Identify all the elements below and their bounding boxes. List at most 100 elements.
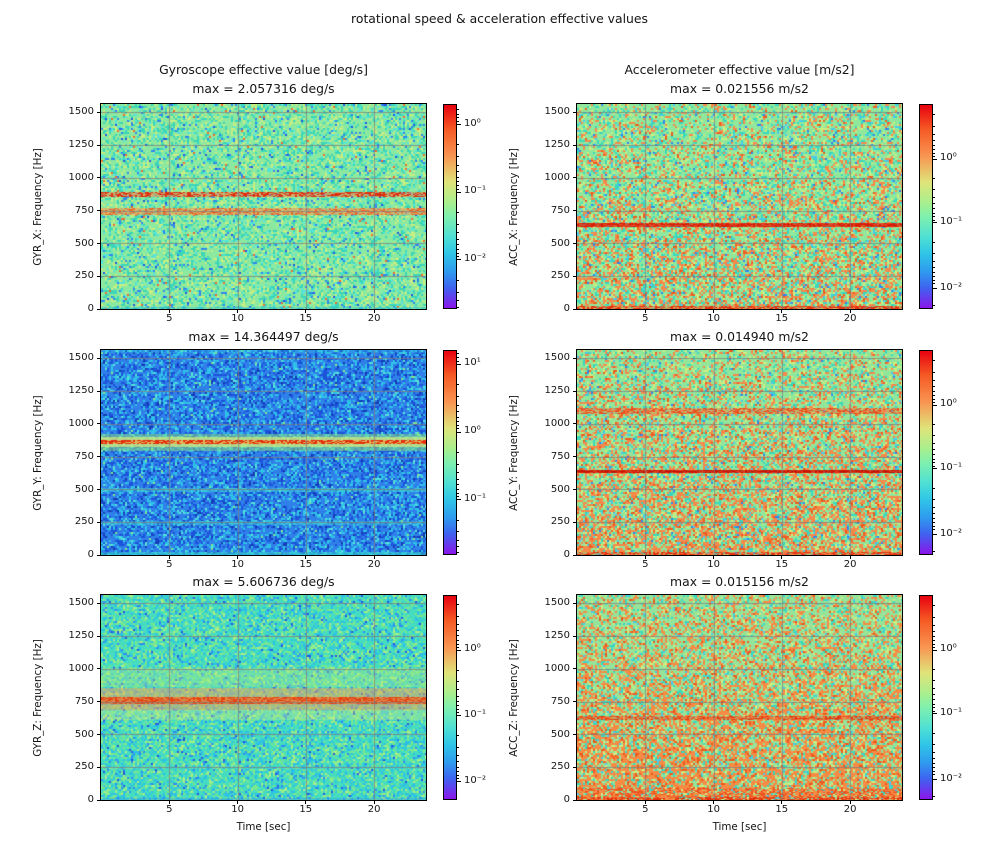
- colorbar-tick-label: 10⁰: [940, 152, 957, 164]
- x-tick-mark: [373, 309, 375, 313]
- colorbar-minor-tick: [457, 681, 459, 683]
- colorbar-minor-tick: [457, 643, 459, 645]
- colorbar-minor-tick: [457, 709, 459, 711]
- colorbar-minor-tick: [933, 743, 935, 745]
- y-tick-mark: [573, 144, 577, 146]
- subplot-gyr-x: Gyroscope effective value [deg/s] max = …: [32, 62, 486, 324]
- y-tick-label: 250: [74, 516, 94, 528]
- colorbar-minor-tick: [457, 646, 459, 648]
- colorbar-minor-tick: [933, 688, 935, 690]
- x-tick-mark: [644, 309, 646, 313]
- colorbar-minor-tick: [457, 428, 459, 430]
- colorbar-tick-label: 10⁰: [464, 643, 481, 655]
- colorbar-major-tick: [933, 534, 937, 535]
- colorbar-minor-tick: [457, 188, 459, 190]
- colorbar-minor-tick: [933, 774, 935, 775]
- x-tick-mark: [713, 555, 715, 559]
- spectrogram-image: [576, 349, 903, 556]
- x-tick-mark: [644, 800, 646, 804]
- colorbar-minor-tick: [457, 635, 459, 637]
- y-tick-mark: [573, 177, 577, 179]
- x-tick-label: 15: [299, 804, 313, 815]
- colorbar-minor-tick: [933, 529, 935, 530]
- y-tick-mark: [573, 308, 577, 310]
- subplot-max-label: max = 5.606736 deg/s: [192, 574, 335, 589]
- colorbar-minor-tick: [457, 424, 459, 426]
- colorbar-minor-tick: [933, 155, 935, 157]
- y-tick-label: 250: [550, 761, 570, 773]
- colorbar-minor-tick: [457, 279, 459, 281]
- spectrogram-image: [100, 349, 427, 556]
- figure-title: rotational speed & acceleration effectiv…: [351, 11, 648, 26]
- y-tick-label: 1500: [68, 597, 94, 609]
- colorbar-minor-tick: [933, 498, 935, 500]
- colorbar-minor-tick: [457, 623, 459, 625]
- colorbar-minor-tick: [933, 279, 935, 281]
- spectrogram-image: [576, 594, 903, 801]
- subplot-max-label: max = 0.021556 m/s2: [670, 81, 809, 96]
- colorbar-minor-tick: [457, 171, 459, 173]
- colorbar-minor-tick: [457, 396, 459, 398]
- colorbar-gradient: [919, 104, 933, 309]
- y-tick-label: 250: [74, 761, 94, 773]
- colorbar-minor-tick: [457, 766, 459, 768]
- x-tick-mark: [781, 800, 783, 804]
- colorbar-tick-label: 10⁰: [940, 643, 957, 655]
- colorbar-tick-label: 10⁻¹: [464, 492, 487, 504]
- colorbar-minor-tick: [457, 384, 459, 386]
- colorbar-major-tick: [457, 124, 461, 125]
- colorbar-minor-tick: [457, 695, 459, 697]
- y-tick-mark: [573, 357, 577, 359]
- x-tick-label: 10: [231, 313, 244, 324]
- y-tick-label: 1250: [544, 630, 570, 642]
- colorbar-tick-label: 10⁻¹: [940, 215, 963, 227]
- colorbar-tick-label: 10¹: [464, 357, 481, 369]
- colorbar-minor-tick: [933, 371, 935, 373]
- colorbar-minor-tick: [457, 451, 459, 453]
- colorbar-minor-tick: [933, 212, 935, 214]
- x-tick-mark: [305, 555, 307, 559]
- y-tick-label: 1000: [68, 662, 94, 674]
- y-tick-label: 1500: [68, 106, 94, 118]
- y-tick-mark: [97, 489, 101, 490]
- colorbar-major-tick: [933, 649, 937, 651]
- y-tick-mark: [573, 243, 577, 244]
- y-tick-mark: [573, 423, 577, 425]
- y-tick-label: 500: [74, 237, 94, 249]
- colorbar-tick-label: 10⁻²: [940, 281, 963, 293]
- colorbar-minor-tick: [933, 525, 935, 527]
- colorbar-minor-tick: [933, 401, 935, 403]
- y-tick-mark: [97, 423, 101, 425]
- y-tick-mark: [573, 554, 577, 556]
- y-tick-mark: [97, 144, 101, 146]
- x-tick-label: 20: [367, 313, 381, 324]
- colorbar-minor-tick: [933, 640, 935, 641]
- colorbar-minor-tick: [933, 710, 935, 712]
- colorbar-minor-tick: [933, 506, 935, 508]
- colorbar-minor-tick: [933, 144, 935, 146]
- colorbar-minor-tick: [933, 305, 935, 307]
- x-tick-mark: [305, 309, 307, 313]
- colorbar: 10⁰ 10⁻¹ 10⁻²: [919, 350, 962, 555]
- y-tick-label: 1500: [544, 597, 570, 609]
- x-tick-mark: [237, 555, 239, 559]
- y-tick-mark: [573, 701, 577, 703]
- colorbar-minor-tick: [457, 360, 459, 362]
- colorbar-minor-tick: [933, 465, 935, 467]
- colorbar-minor-tick: [933, 208, 935, 210]
- y-tick-mark: [97, 602, 101, 604]
- y-tick-mark: [97, 456, 101, 458]
- y-tick-label: 500: [74, 483, 94, 495]
- x-tick-label: 15: [775, 313, 789, 324]
- colorbar-minor-tick: [933, 449, 935, 451]
- colorbar-tick-label: 10⁻¹: [464, 185, 487, 197]
- colorbar-minor-tick: [933, 616, 935, 618]
- y-tick-label: 750: [550, 204, 570, 216]
- colorbar-minor-tick: [457, 232, 459, 234]
- subplot-acc-x: Accelerometer effective value [m/s2] max…: [508, 62, 962, 324]
- y-tick-label: 1250: [68, 139, 94, 151]
- x-tick-label: 15: [299, 313, 313, 324]
- x-tick-label: 5: [166, 804, 173, 815]
- y-tick-label: 1250: [68, 630, 94, 642]
